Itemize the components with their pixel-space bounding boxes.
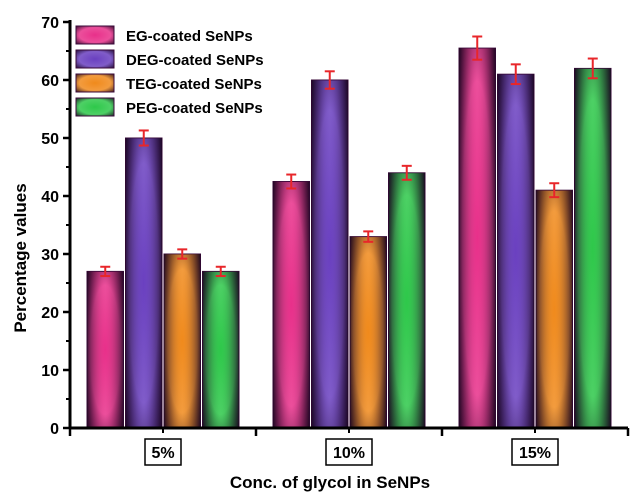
y-tick-label: 0: [50, 421, 59, 438]
legend: EG-coated SeNPs DEG-coated SeNPs TEG-coate…: [75, 25, 264, 117]
axes: 0 10 20 30 40 50 60 70 5% 10% 15%: [41, 15, 630, 466]
y-tick-label: 10: [41, 363, 59, 380]
y-tick-label: 70: [41, 15, 59, 32]
x-axis-title: Conc. of glycol in SeNPs: [230, 473, 430, 492]
bar-shade: [350, 236, 387, 428]
bar-shade: [164, 254, 201, 428]
y-tick-label: 40: [41, 189, 59, 206]
bar-shade: [388, 172, 425, 428]
bar-shade: [497, 74, 534, 428]
x-tick-label: 15%: [519, 445, 551, 462]
bar-shade: [536, 190, 573, 428]
legend-swatch-2: [75, 73, 115, 93]
legend-label-3: PEG-coated SeNPs: [126, 100, 263, 117]
bar-shade: [87, 271, 124, 428]
bar-shade: [125, 138, 162, 428]
y-tick-label: 50: [41, 131, 59, 148]
x-tick-label: 5%: [151, 445, 174, 462]
legend-swatch-0: [75, 25, 115, 45]
legend-swatch-3: [75, 97, 115, 117]
x-tick-label: 10%: [333, 445, 365, 462]
y-axis-title: Percentage values: [11, 183, 30, 332]
y-tick-label: 30: [41, 247, 59, 264]
bar-shade: [311, 80, 348, 428]
category-label-box: [144, 438, 182, 466]
category-label-box: [511, 438, 559, 466]
legend-label-0: EG-coated SeNPs: [126, 28, 253, 45]
y-tick-label: 60: [41, 73, 59, 90]
legend-swatch-1: [75, 49, 115, 69]
bar-shade: [273, 181, 310, 428]
bar-shade: [574, 68, 611, 429]
category-label-box: [325, 438, 373, 466]
legend-label-2: TEG-coated SeNPs: [126, 76, 262, 93]
legend-label-1: DEG-coated SeNPs: [126, 52, 264, 69]
plot-area: [86, 35, 612, 429]
y-tick-label: 20: [41, 305, 59, 322]
bar-shade: [459, 48, 496, 428]
bar-shade: [202, 271, 239, 428]
